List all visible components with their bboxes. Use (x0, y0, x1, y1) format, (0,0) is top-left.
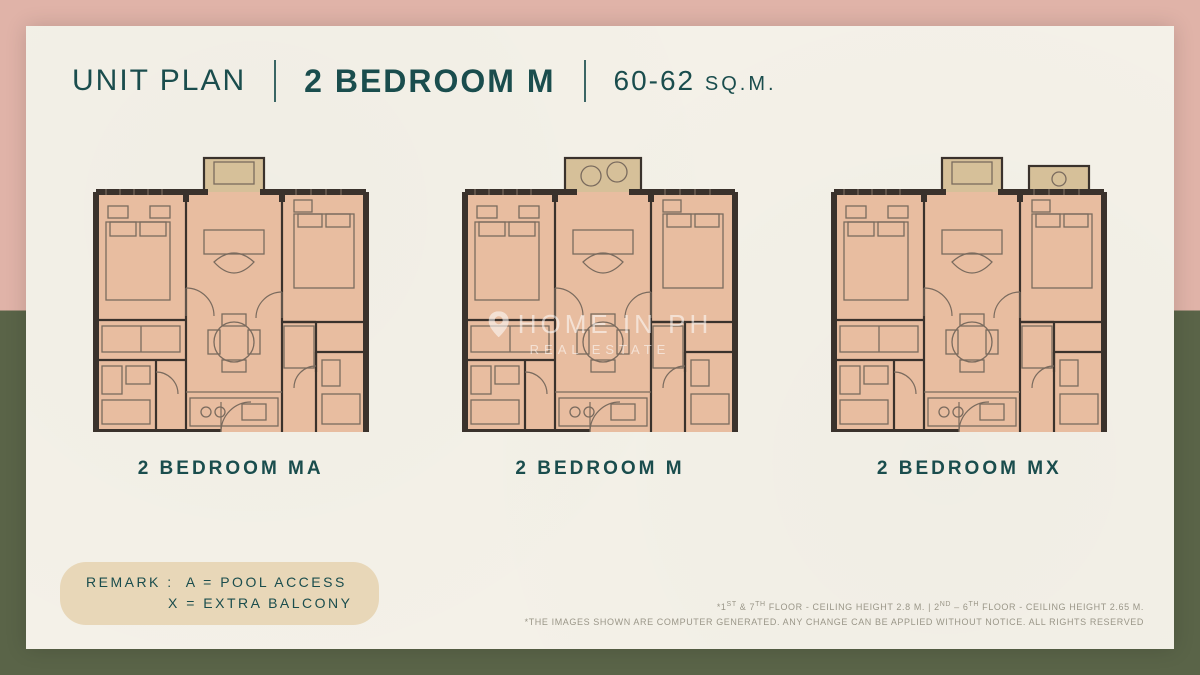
plans-row: 2 BEDROOM MA 2 BEDROOM M 2 BEDROOM MX (26, 102, 1174, 480)
plan-label-mx: 2 BEDROOM MX (877, 458, 1062, 480)
remark-box: REMARK : A = POOL ACCESS X = EXTRA BALCO… (60, 562, 379, 625)
header-unit-plan: UNIT PLAN (72, 64, 246, 98)
header: UNIT PLAN 2 BEDROOM M 60-62 SQ.M. (26, 26, 1174, 102)
content-card: UNIT PLAN 2 BEDROOM M 60-62 SQ.M. 2 BEDR… (26, 26, 1174, 649)
header-main-title: 2 BEDROOM M (304, 63, 555, 100)
plan-col-mx: 2 BEDROOM MX (819, 152, 1119, 480)
fineprint-line2: *THE IMAGES SHOWN ARE COMPUTER GENERATED… (525, 615, 1144, 629)
plan-col-ma: 2 BEDROOM MA (81, 152, 381, 480)
floorplan-m (450, 152, 750, 432)
remark-line1: A = POOL ACCESS (186, 574, 347, 590)
header-area-unit: SQ.M. (705, 73, 777, 95)
plan-col-m: 2 BEDROOM M (450, 152, 750, 480)
plan-label-ma: 2 BEDROOM MA (138, 458, 324, 480)
fineprint: *1ST & 7TH FLOOR - CEILING HEIGHT 2.8 M.… (525, 599, 1144, 629)
floorplan-mx (819, 152, 1119, 432)
header-divider-1 (274, 60, 276, 102)
fineprint-line1: *1ST & 7TH FLOOR - CEILING HEIGHT 2.8 M.… (525, 599, 1144, 614)
remark-prefix: REMARK : (86, 574, 174, 590)
remark-line2: X = EXTRA BALCONY (86, 593, 353, 615)
header-divider-2 (584, 60, 586, 102)
plan-label-m: 2 BEDROOM M (515, 458, 684, 480)
floorplan-ma (81, 152, 381, 432)
header-area: 60-62 SQ.M. (614, 65, 777, 97)
header-area-number: 60-62 (614, 65, 696, 96)
